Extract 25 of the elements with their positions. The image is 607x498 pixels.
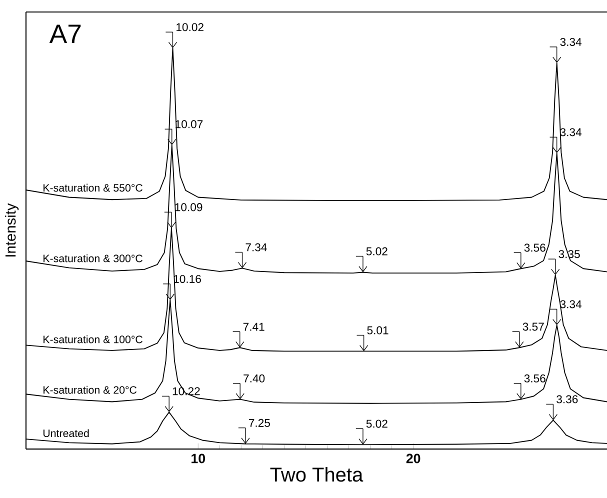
annotation: 7.25 — [249, 418, 270, 427]
legend-label: K-saturation & 20°C — [44, 386, 137, 394]
annotation: 3.57 — [522, 322, 544, 330]
series-label: Untreated — [43, 429, 89, 437]
annotation: 5.02 — [366, 247, 388, 256]
annotation: 5.02 — [366, 420, 388, 428]
series-label: K-saturation & 550°C — [44, 184, 142, 192]
annotation: 3.36 — [556, 395, 578, 404]
annotation: 3.34 — [560, 128, 582, 136]
text: A7 — [49, 24, 81, 43]
annotation: 7.40 — [244, 374, 265, 382]
annotation: 3.34 — [560, 38, 582, 46]
y-axis-title: Intensity — [4, 203, 19, 256]
annotation: 7.41 — [243, 322, 264, 331]
annotation: 10.09 — [175, 203, 202, 212]
annotation: 5.01 — [367, 326, 388, 334]
annotation: 3.56 — [524, 244, 546, 252]
annotation: 7.34 — [246, 243, 267, 252]
annotation: 3.56 — [524, 374, 546, 382]
series-label: K-saturation & 300°C — [44, 254, 142, 262]
annotation: 10.02 — [176, 22, 204, 31]
series-label: K-saturation & 100°C — [44, 335, 142, 344]
x-tick-label: 10 — [192, 454, 206, 464]
x-axis-title: Two Theta — [270, 466, 364, 482]
x-tick-label: 20 — [406, 454, 420, 464]
